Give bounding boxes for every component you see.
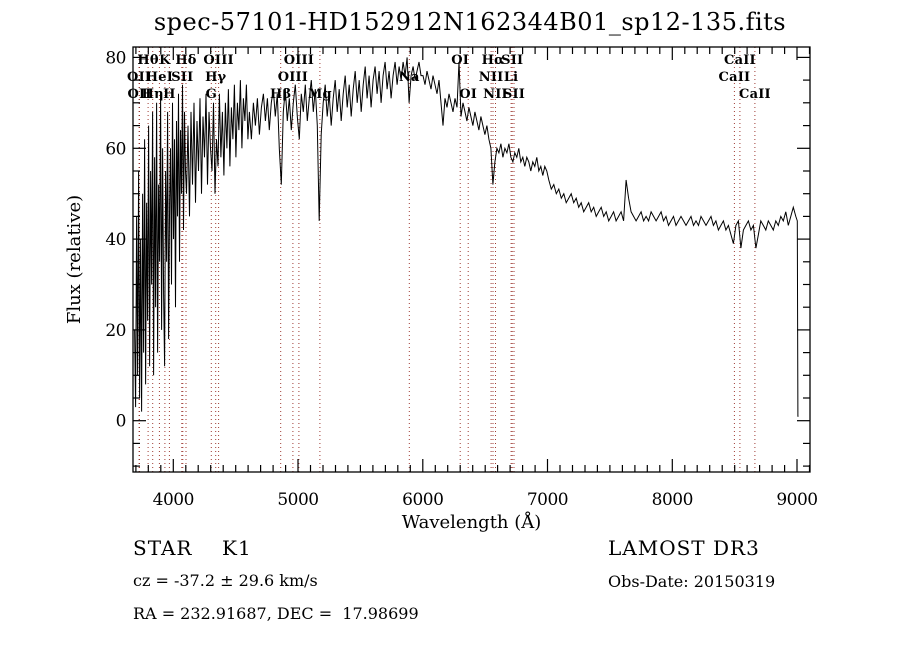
line-label-Hθ-3798: Hθ [137,53,158,68]
line-label-K-3933: K [159,53,171,68]
line-label-Hα-6563: Hα [482,53,505,68]
plot-title: spec-57101-HD152912N162344B01_sp12-135.f… [153,8,787,36]
line-label-Hγ-4340: Hγ [205,70,226,85]
line-label-CaII-8542: CaII [724,53,756,68]
plot-frame [132,46,811,473]
x-tick-label-4000: 4000 [153,490,194,510]
x-axis-title: Wavelength (Å) [402,511,542,533]
survey-release-label: LAMOST DR3 [608,536,760,560]
cz-value-text: cz = -37.2 ± 29.6 km/s [133,571,318,590]
x-tick-label-7000: 7000 [527,490,568,510]
ra-dec-text: RA = 232.91687, DEC = 17.98699 [133,604,419,623]
line-label-SII-6717: SII [501,53,523,68]
line-label-SII-6731: SII [503,87,525,102]
line-label-NII-6583: NII [483,87,508,102]
line-label-OIII-4959: OIII [278,70,308,85]
line-label-Hδ-4102: Hδ [175,53,196,68]
y-tick-label-80: 80 [105,48,126,68]
line-label-OI-6300: OI [451,53,469,68]
y-tick-label-20: 20 [105,321,126,341]
line-label-OIII-4363: OIII [203,53,233,68]
object-class-label: STAR [133,536,193,560]
line-label-CaII-8498: CaII [719,70,751,85]
line-label-HeI-3889: HeI [146,70,173,85]
y-tick-label-60: 60 [105,139,126,159]
x-tick-label-5000: 5000 [277,490,318,510]
y-axis-title: Flux (relative) [64,195,85,324]
spectrum-path [134,57,799,417]
line-label-OIII-5007: OIII [284,53,314,68]
line-label-SII-4072: SII [171,70,193,85]
line-label-G-4305: G [206,87,217,102]
x-tick-label-6000: 6000 [402,490,443,510]
y-tick-label-40: 40 [105,230,126,250]
x-tick-label-8000: 8000 [652,490,693,510]
line-label-Hη-3835: Hη [142,87,164,102]
line-label-NII-6548: NII [479,70,504,85]
x-tick-label-9000: 9000 [776,490,817,510]
y-tick-label-0: 0 [116,412,126,432]
line-label-OI-6364: OI [459,87,477,102]
line-label-Li-6708: Li [504,70,518,85]
line-label-CaII-8662: CaII [739,87,771,102]
object-subclass-label: K1 [222,536,252,560]
obs-date-text: Obs-Date: 20150319 [608,572,776,591]
line-label-H-3969: H [163,87,175,102]
